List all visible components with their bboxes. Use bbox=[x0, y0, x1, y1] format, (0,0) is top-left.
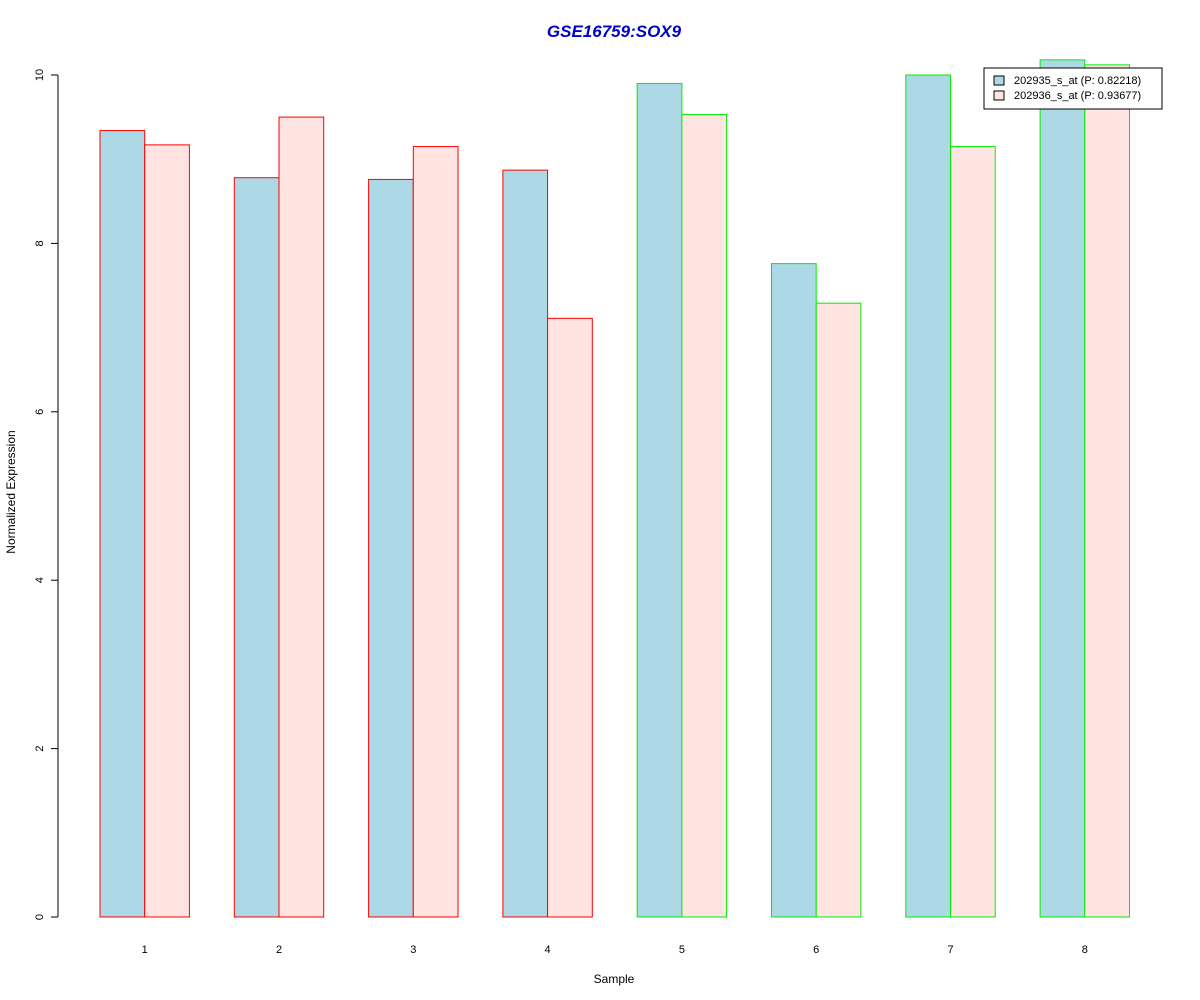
x-axis-title: Sample bbox=[594, 972, 635, 986]
bar-sample-4-series-2 bbox=[547, 317, 593, 918]
y-tick-label: 8 bbox=[34, 240, 46, 246]
y-tick-label: 0 bbox=[34, 914, 46, 920]
bar-sample-2-series-1 bbox=[233, 177, 280, 918]
y-tick-label: 2 bbox=[34, 746, 46, 752]
x-axis-tick-labels: 1 2 3 4 5 6 7 8 bbox=[142, 944, 1088, 956]
x-tick-label: 2 bbox=[276, 944, 282, 956]
bars-group bbox=[99, 59, 1131, 918]
bar-sample-7-series-1 bbox=[905, 74, 951, 918]
x-tick-label: 3 bbox=[410, 944, 416, 956]
x-tick-label: 5 bbox=[679, 944, 685, 956]
x-tick-label: 7 bbox=[947, 944, 953, 956]
y-tick-label: 10 bbox=[34, 69, 46, 81]
x-tick-label: 1 bbox=[142, 944, 148, 956]
bar-sample-1-series-1 bbox=[99, 130, 146, 918]
legend-swatch-2 bbox=[993, 90, 1005, 101]
bar-sample-3-series-1 bbox=[368, 178, 414, 918]
legend-swatch-1 bbox=[993, 75, 1005, 86]
bar-sample-6-series-1 bbox=[771, 263, 817, 918]
bar-sample-5-series-1 bbox=[636, 82, 683, 918]
bar-sample-4-series-1 bbox=[502, 169, 549, 918]
bar-sample-7-series-2 bbox=[950, 146, 996, 918]
y-axis-title: Normalized Expression bbox=[4, 430, 18, 553]
bar-sample-8-series-1 bbox=[1039, 59, 1086, 918]
legend-box bbox=[983, 67, 1163, 110]
legend-label-2: 202936_s_at (P: 0.93677) bbox=[1014, 90, 1141, 102]
x-tick-label: 6 bbox=[813, 944, 819, 956]
y-tick-label: 6 bbox=[34, 409, 46, 415]
legend: 202935_s_at (P: 0.82218) 202936_s_at (P: … bbox=[983, 67, 1163, 110]
bar-sample-1-series-2 bbox=[144, 144, 190, 918]
bar-sample-2-series-2 bbox=[278, 116, 325, 918]
bar-sample-5-series-2 bbox=[681, 114, 728, 918]
x-tick-label: 8 bbox=[1082, 944, 1088, 956]
y-tick-label: 4 bbox=[34, 577, 46, 583]
bar-sample-8-series-2 bbox=[1084, 64, 1131, 918]
bar-sample-3-series-2 bbox=[412, 146, 459, 918]
y-axis: 0 2 4 6 8 10 bbox=[34, 69, 59, 920]
x-tick-label: 4 bbox=[545, 944, 551, 956]
bar-sample-6-series-2 bbox=[815, 302, 862, 918]
chart-title: GSE16759:SOX9 bbox=[547, 22, 682, 41]
legend-label-1: 202935_s_at (P: 0.82218) bbox=[1014, 75, 1141, 87]
